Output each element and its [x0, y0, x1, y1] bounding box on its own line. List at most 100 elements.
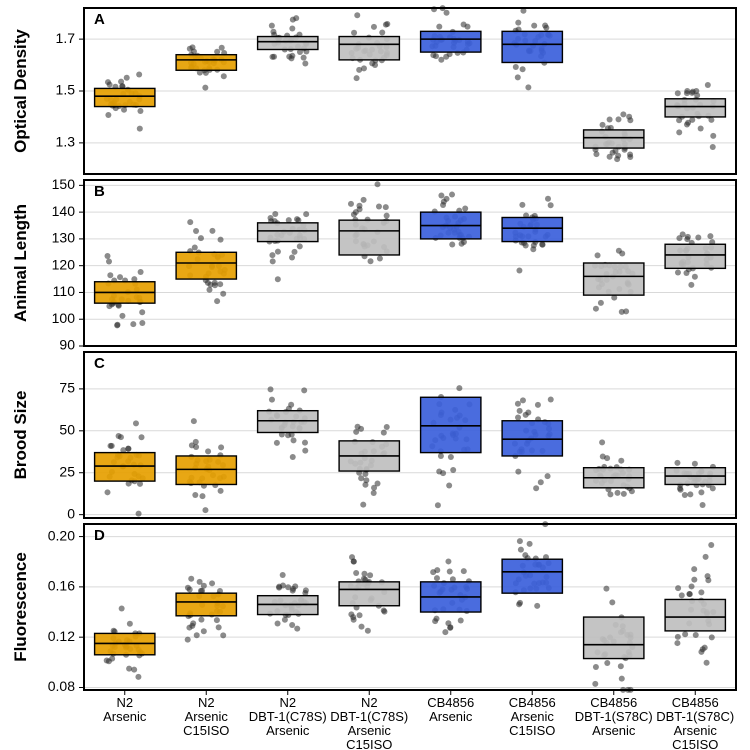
jitter-point — [209, 228, 215, 234]
jitter-point — [381, 607, 387, 613]
box — [665, 599, 725, 630]
jitter-point — [214, 298, 220, 304]
box — [258, 37, 318, 50]
jitter-point — [540, 242, 546, 248]
jitter-point — [698, 589, 704, 595]
box — [258, 411, 318, 433]
jitter-point — [515, 20, 521, 26]
jitter-point — [289, 622, 295, 628]
jitter-point — [301, 387, 307, 393]
jitter-point — [302, 440, 308, 446]
jitter-point — [710, 144, 716, 150]
y-tick-label: 90 — [59, 337, 75, 353]
jitter-point — [619, 676, 625, 682]
jitter-point — [525, 84, 531, 90]
jitter-point — [438, 192, 444, 198]
jitter-point — [704, 660, 710, 666]
jitter-point — [599, 439, 605, 445]
jitter-point — [598, 300, 604, 306]
jitter-point — [131, 667, 137, 673]
jitter-point — [708, 542, 714, 548]
jitter-point — [461, 568, 467, 574]
panel-label: A — [94, 11, 105, 28]
jitter-point — [187, 219, 193, 225]
jitter-point — [676, 129, 682, 135]
jitter-point — [193, 228, 199, 234]
jitter-point — [198, 235, 204, 241]
jitter-point — [462, 206, 468, 212]
y-tick-label: 0 — [67, 505, 75, 521]
jitter-point — [289, 255, 295, 261]
jitter-point — [548, 397, 554, 403]
jitter-point — [434, 575, 440, 581]
jitter-point — [286, 54, 292, 60]
jitter-point — [362, 482, 368, 488]
jitter-point — [520, 397, 526, 403]
jitter-point — [130, 321, 136, 327]
jitter-point — [369, 60, 375, 66]
jitter-point — [691, 566, 697, 572]
box — [502, 217, 562, 241]
jitter-point — [607, 154, 613, 160]
jitter-point — [291, 437, 297, 443]
jitter-point — [126, 666, 132, 672]
jitter-point — [516, 267, 522, 273]
figure-svg: 1.31.51.7Optical DensityA901001101201301… — [0, 0, 750, 750]
jitter-point — [461, 21, 467, 27]
jitter-point — [619, 250, 625, 256]
jitter-point — [449, 241, 455, 247]
jitter-point — [201, 628, 207, 634]
jitter-point — [351, 211, 357, 217]
jitter-point — [520, 66, 526, 72]
jitter-point — [682, 631, 688, 637]
jitter-point — [297, 243, 303, 249]
jitter-point — [291, 249, 297, 255]
box — [502, 559, 562, 593]
jitter-point — [593, 151, 599, 157]
jitter-point — [271, 54, 277, 60]
jitter-point — [618, 458, 624, 464]
jitter-point — [675, 90, 681, 96]
jitter-point — [351, 558, 357, 564]
box — [584, 130, 644, 148]
jitter-point — [542, 23, 548, 29]
box — [95, 453, 155, 482]
jitter-point — [384, 424, 390, 430]
jitter-point — [301, 55, 307, 61]
jitter-point — [105, 112, 111, 118]
jitter-point — [593, 664, 599, 670]
jitter-point — [600, 454, 606, 460]
jitter-point — [350, 614, 356, 620]
jitter-point — [615, 490, 621, 496]
jitter-point — [139, 434, 145, 440]
jitter-point — [707, 233, 713, 239]
jitter-point — [137, 108, 143, 114]
jitter-point — [188, 576, 194, 582]
jitter-point — [198, 617, 204, 623]
jitter-point — [517, 408, 523, 414]
jitter-point — [125, 446, 131, 452]
jitter-point — [688, 282, 694, 288]
jitter-point — [218, 444, 224, 450]
jitter-point — [293, 15, 299, 21]
jitter-point — [275, 620, 281, 626]
jitter-point — [361, 571, 367, 577]
jitter-point — [354, 12, 360, 18]
jitter-point — [104, 489, 110, 495]
jitter-point — [442, 629, 448, 635]
jitter-point — [218, 488, 224, 494]
jitter-point — [615, 116, 621, 122]
jitter-point — [194, 632, 200, 638]
jitter-point — [446, 483, 452, 489]
box — [258, 223, 318, 242]
jitter-point — [192, 492, 198, 498]
y-tick-label: 1.7 — [56, 30, 76, 46]
box — [176, 593, 236, 616]
jitter-point — [692, 274, 698, 280]
jitter-point — [356, 67, 362, 73]
y-tick-label: 0.20 — [48, 527, 75, 543]
jitter-point — [694, 92, 700, 98]
jitter-point — [303, 587, 309, 593]
jitter-point — [351, 30, 357, 36]
jitter-point — [444, 10, 450, 16]
